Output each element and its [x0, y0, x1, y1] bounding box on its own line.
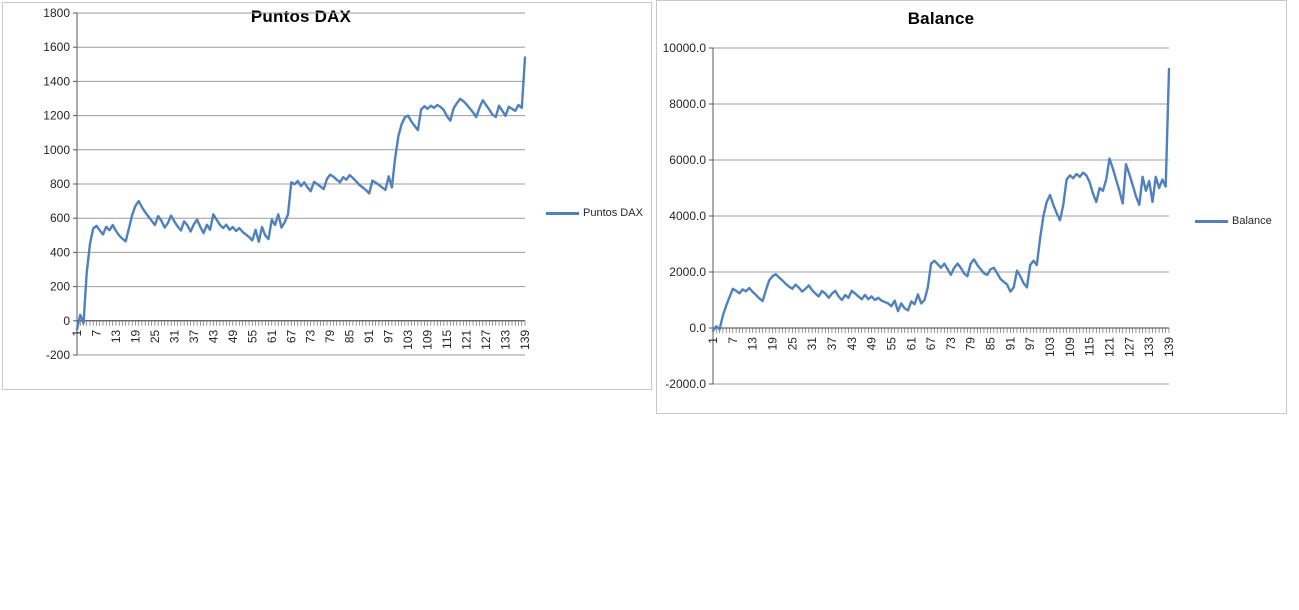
svg-text:127: 127: [1122, 337, 1136, 357]
svg-text:73: 73: [304, 329, 318, 343]
svg-text:139: 139: [1162, 337, 1176, 357]
svg-text:1200: 1200: [43, 109, 70, 123]
legend-line-swatch: [1195, 219, 1228, 223]
svg-text:1: 1: [706, 337, 720, 344]
svg-text:1000: 1000: [43, 143, 70, 157]
svg-text:55: 55: [245, 329, 259, 343]
svg-text:43: 43: [845, 337, 859, 351]
svg-text:31: 31: [167, 329, 181, 343]
svg-text:133: 133: [1142, 337, 1156, 357]
svg-text:127: 127: [479, 329, 493, 349]
svg-text:4000.0: 4000.0: [669, 209, 706, 223]
svg-text:85: 85: [343, 329, 357, 343]
svg-text:8000.0: 8000.0: [669, 97, 706, 111]
svg-text:200: 200: [50, 280, 70, 294]
svg-text:97: 97: [382, 329, 396, 343]
balance-plot-area[interactable]: 10000.0 8000.0 6000.0 4000.0 2000.0 0.0 -2000.…: [657, 1, 1288, 415]
puntos-dax-chart-title[interactable]: Puntos DAX: [250, 7, 352, 26]
svg-text:109: 109: [421, 329, 435, 349]
svg-text:61: 61: [265, 329, 279, 343]
svg-text:2000.0: 2000.0: [669, 265, 706, 279]
svg-text:800: 800: [50, 177, 70, 191]
svg-text:139: 139: [518, 329, 532, 349]
svg-text:13: 13: [746, 337, 760, 351]
svg-text:43: 43: [206, 329, 220, 343]
svg-text:10000.0: 10000.0: [663, 41, 707, 55]
legend-line-swatch: [546, 211, 579, 215]
svg-text:0.0: 0.0: [689, 321, 706, 335]
puntos-dax-legend[interactable]: Puntos DAX: [546, 207, 643, 219]
svg-text:121: 121: [1103, 337, 1117, 357]
svg-text:0: 0: [63, 314, 70, 328]
svg-text:49: 49: [226, 329, 240, 343]
svg-text:1800: 1800: [43, 6, 70, 20]
svg-text:67: 67: [284, 329, 298, 343]
svg-text:1: 1: [70, 329, 84, 336]
legend-label: Balance: [1232, 215, 1272, 227]
puntos-dax-chart[interactable]: Puntos DAX 1800 1600 1400 1200 1000 800 600 400…: [2, 2, 652, 390]
svg-text:91: 91: [1003, 337, 1017, 351]
svg-text:25: 25: [148, 329, 162, 343]
legend-label: Puntos DAX: [583, 207, 643, 219]
svg-text:37: 37: [825, 337, 839, 351]
svg-text:79: 79: [323, 329, 337, 343]
svg-text:-2000.0: -2000.0: [665, 377, 706, 391]
svg-text:400: 400: [50, 245, 70, 259]
svg-text:7: 7: [726, 337, 740, 344]
svg-text:79: 79: [964, 337, 978, 351]
svg-text:37: 37: [187, 329, 201, 343]
svg-text:-200: -200: [46, 348, 70, 362]
svg-text:49: 49: [865, 337, 879, 351]
svg-text:1400: 1400: [43, 74, 70, 88]
balance-legend[interactable]: Balance: [1195, 215, 1272, 227]
svg-text:103: 103: [1043, 337, 1057, 357]
svg-text:31: 31: [805, 337, 819, 351]
svg-text:7: 7: [89, 329, 103, 336]
svg-text:61: 61: [904, 337, 918, 351]
balance-chart-title[interactable]: Balance: [907, 9, 975, 28]
svg-text:115: 115: [440, 329, 454, 348]
svg-text:97: 97: [1023, 337, 1037, 351]
svg-text:73: 73: [944, 337, 958, 351]
svg-text:1600: 1600: [43, 40, 70, 54]
svg-text:19: 19: [765, 337, 779, 351]
svg-text:133: 133: [499, 329, 513, 349]
svg-text:19: 19: [128, 329, 142, 343]
svg-text:13: 13: [109, 329, 123, 343]
svg-text:600: 600: [50, 211, 70, 225]
svg-text:121: 121: [460, 329, 474, 349]
svg-text:85: 85: [984, 337, 998, 351]
svg-text:103: 103: [401, 329, 415, 349]
svg-text:91: 91: [362, 329, 376, 343]
balance-chart[interactable]: Balance 10000.0 8000.0 6000.0 4000.0 2000.0 0…: [656, 0, 1287, 414]
svg-text:55: 55: [884, 337, 898, 351]
svg-text:25: 25: [785, 337, 799, 351]
svg-text:67: 67: [924, 337, 938, 351]
svg-text:115: 115: [1083, 337, 1097, 356]
svg-text:109: 109: [1063, 337, 1077, 357]
svg-text:6000.0: 6000.0: [669, 153, 706, 167]
